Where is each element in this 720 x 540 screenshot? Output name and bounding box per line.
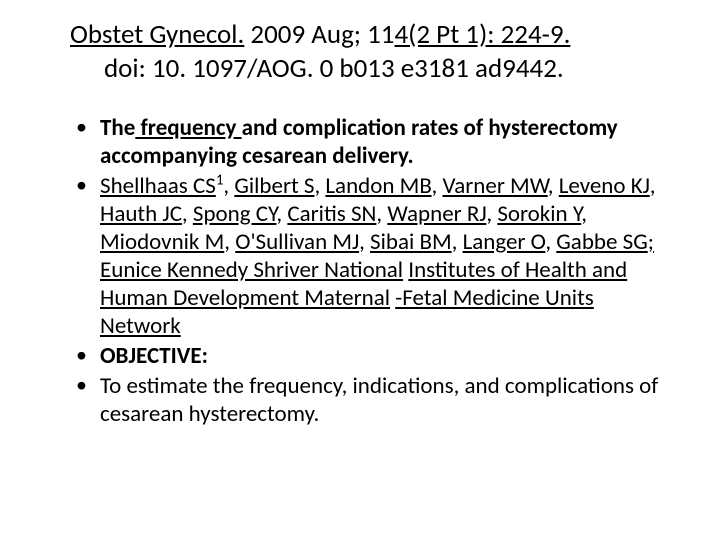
bullet-objective-text: To estimate the frequency, indications, … <box>76 372 674 428</box>
author: Gabbe SG <box>556 228 647 256</box>
author: Landon MB <box>325 172 431 200</box>
author: Spong CY <box>193 200 277 228</box>
bullet-title: The frequency and complication rates of … <box>76 114 674 170</box>
author: Miodovnik M <box>100 228 224 256</box>
journal-name: Obstet Gynecol. <box>70 18 244 51</box>
author: Varner MW <box>442 172 547 200</box>
author: Sibai BM <box>370 228 452 256</box>
citation-issue: 4(2 Pt 1): 224-9. <box>394 18 570 51</box>
author: Gilbert S <box>234 172 314 200</box>
author: Shellhaas CS <box>100 172 216 200</box>
title-underline: frequency <box>135 114 241 142</box>
objective-text: To estimate the frequency, indications, … <box>100 372 658 428</box>
author: O'Sullivan MJ <box>235 228 359 256</box>
author-sup: 1 <box>216 171 224 189</box>
author: Sorokin Y <box>497 200 581 228</box>
bullet-objective-label: OBJECTIVE: <box>76 342 674 370</box>
slide: Obstet Gynecol. 2009 Aug; 114(2 Pt 1): 2… <box>0 0 720 540</box>
author: Langer O <box>463 228 546 256</box>
citation-date: 2009 Aug; 11 <box>244 18 394 51</box>
citation-block: Obstet Gynecol. 2009 Aug; 114(2 Pt 1): 2… <box>40 18 680 86</box>
author: Caritis SN <box>287 200 376 228</box>
title-pre: The <box>100 114 135 142</box>
body-list: The frequency and complication rates of … <box>40 114 680 429</box>
author: Leveno KJ <box>559 172 650 200</box>
author: Wapner RJ <box>387 200 486 228</box>
author: Hauth JC <box>100 200 182 228</box>
objective-label: OBJECTIVE: <box>100 342 208 370</box>
citation-line-1: Obstet Gynecol. 2009 Aug; 114(2 Pt 1): 2… <box>70 18 672 52</box>
bullet-authors: Shellhaas CS1, Gilbert S, Landon MB, Var… <box>76 172 674 340</box>
citation-doi: doi: 10. 1097/AOG. 0 b013 e3181 ad9442. <box>70 52 672 86</box>
